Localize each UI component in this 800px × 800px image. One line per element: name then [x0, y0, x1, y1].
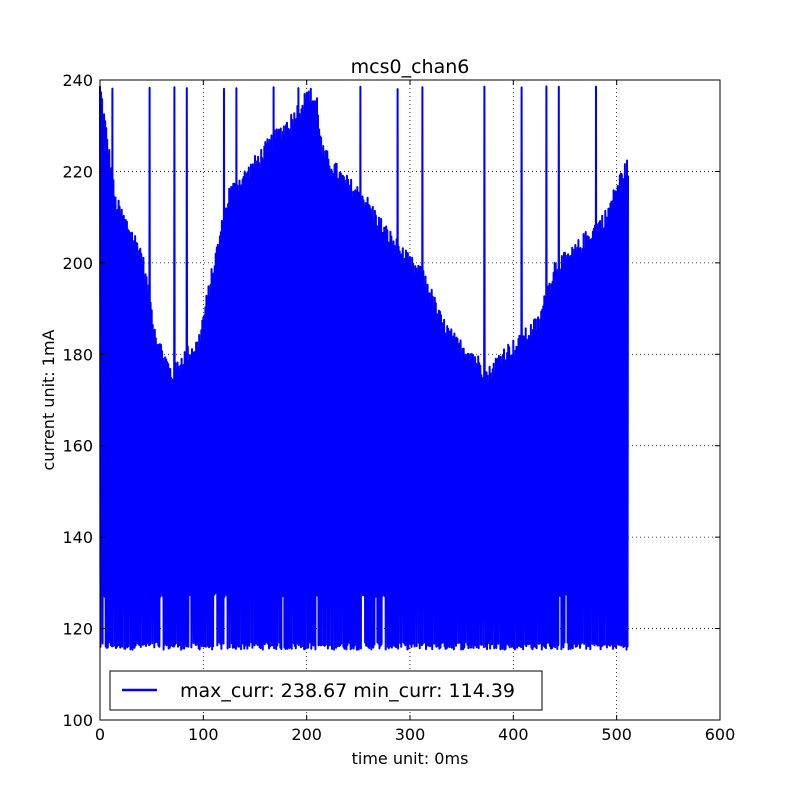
y-tick-label: 160	[62, 437, 93, 456]
legend-series-label: max_curr: 238.67 min_curr: 114.39	[180, 680, 515, 702]
x-tick-label: 400	[498, 725, 529, 744]
series-line-max-curr	[99, 85, 629, 651]
y-tick-label: 100	[62, 711, 93, 730]
legend-box	[109, 670, 543, 711]
x-tick-label: 300	[395, 725, 426, 744]
y-tick-label: 200	[62, 254, 93, 273]
y-tick-label: 140	[62, 528, 93, 547]
plot-area	[99, 85, 629, 651]
axis-ticks: 0 100 200 300 400 500 600100120140160180200220…	[62, 71, 735, 744]
x-tick-label: 100	[188, 725, 219, 744]
y-tick-label: 180	[62, 345, 93, 364]
x-tick-label: 200	[291, 725, 322, 744]
legend: max_curr: 238.67 min_curr: 114.39	[109, 670, 543, 711]
y-tick-label: 240	[62, 71, 93, 90]
y-axis-label: current unit: 1mA	[39, 329, 58, 470]
x-tick-label: 600	[705, 725, 736, 744]
y-tick-label: 220	[62, 162, 93, 181]
x-axis-label: time unit: 0ms	[352, 749, 469, 768]
x-tick-label: 500	[601, 725, 632, 744]
chart-title: mcs0_chan6	[351, 56, 470, 78]
x-tick-label: 0	[95, 725, 105, 744]
y-tick-label: 120	[62, 620, 93, 639]
